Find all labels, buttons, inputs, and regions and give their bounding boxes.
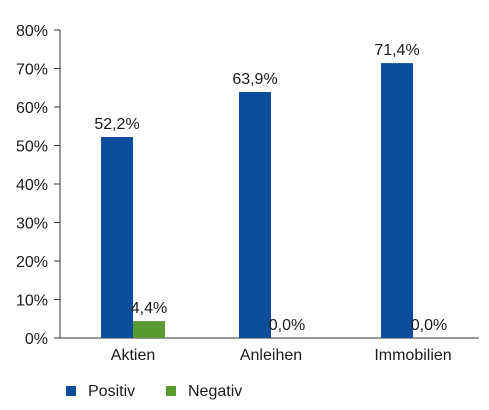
legend-label-negativ: Negativ <box>188 383 242 400</box>
label-layer: Aktien 52,2% 4,4% Anleihen 63,9% 0,0% Immobili… <box>94 42 451 364</box>
y-tick-label: 50% <box>16 139 48 156</box>
legend-swatch-positiv <box>66 386 76 396</box>
y-tick-label: 80% <box>16 23 48 40</box>
data-label-negativ-aktien: 4,4% <box>131 300 167 317</box>
y-tick-label: 70% <box>16 62 48 79</box>
x-tick-label: Immobilien <box>374 347 451 364</box>
bar-positiv-aktien <box>101 137 133 338</box>
y-tick-label: 10% <box>16 293 48 310</box>
axis-layer: 0% 10% 20% 30% 40% 50% 60% 70% 80% <box>16 23 479 348</box>
legend-swatch-negativ <box>166 386 176 396</box>
y-tick-label: 0% <box>25 331 48 348</box>
x-tick-label: Anleihen <box>240 347 302 364</box>
data-label-negativ-immobilien: 0,0% <box>411 317 447 334</box>
data-label-positiv-immobilien: 71,4% <box>374 42 419 59</box>
bar-positiv-anleihen <box>239 91 271 338</box>
data-label-positiv-aktien: 52,2% <box>94 116 139 133</box>
legend: Positiv Negativ <box>66 383 242 400</box>
data-label-negativ-anleihen: 0,0% <box>269 317 305 334</box>
x-tick-label: Aktien <box>111 347 155 364</box>
y-tick-label: 40% <box>16 177 48 194</box>
bar-negativ-aktien <box>133 321 165 338</box>
legend-label-positiv: Positiv <box>88 383 135 400</box>
y-tick-label: 20% <box>16 254 48 271</box>
bar-layer <box>101 63 413 339</box>
y-tick-label: 60% <box>16 100 48 117</box>
bar-positiv-immobilien <box>381 63 413 339</box>
y-tick-label: 30% <box>16 216 48 233</box>
data-label-positiv-anleihen: 63,9% <box>232 71 277 88</box>
